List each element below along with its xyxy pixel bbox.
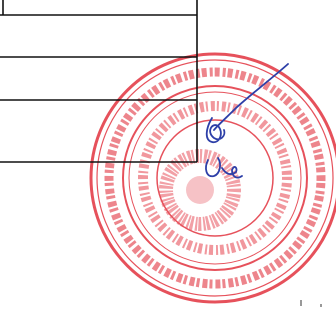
scan [0, 0, 336, 317]
stamp-emblem-center [186, 176, 214, 204]
speck [320, 304, 322, 307]
speck [300, 300, 302, 306]
page [0, 0, 336, 317]
